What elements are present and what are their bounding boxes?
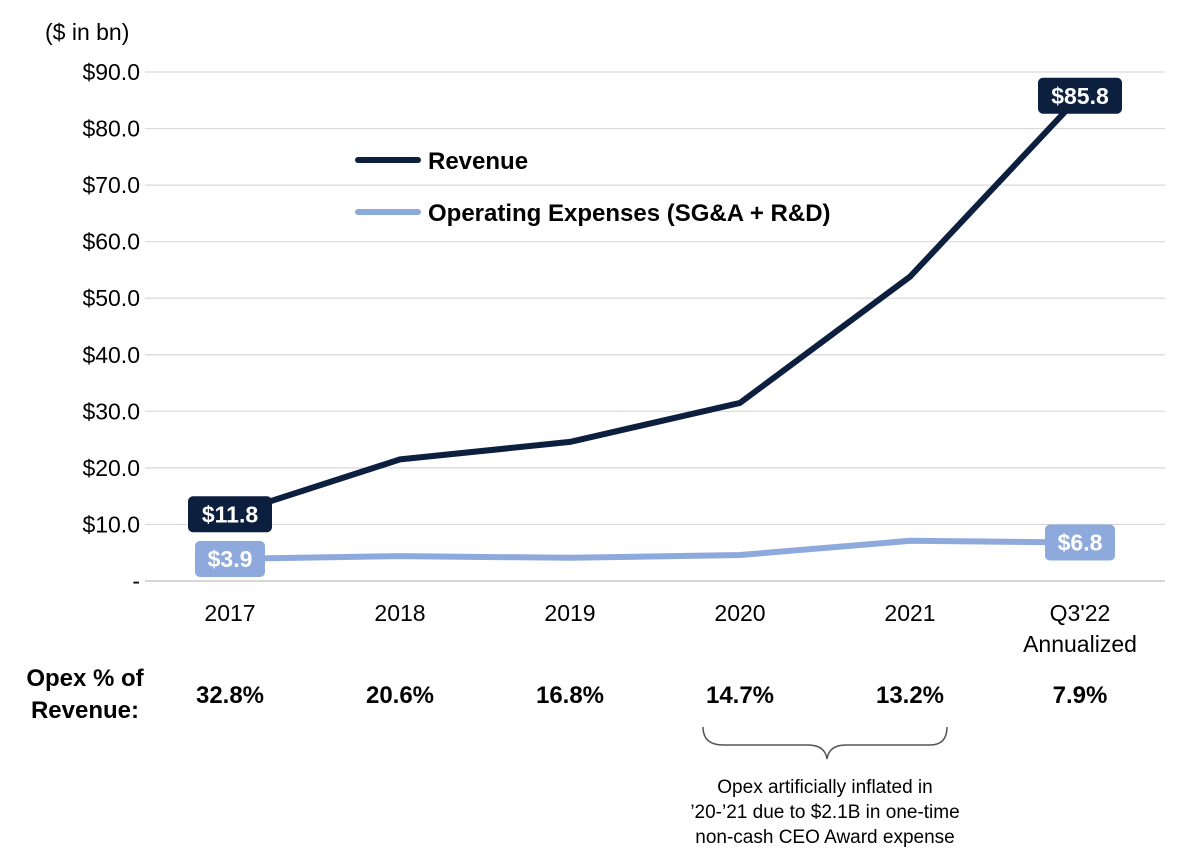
x-tick-label-3: 2020 bbox=[714, 600, 765, 626]
y-tick-label-70: $70.0 bbox=[82, 172, 140, 198]
x-tick-label-5: Q3'22 Annualized bbox=[1023, 600, 1137, 657]
opex-pct-value-2: 16.8% bbox=[536, 682, 604, 709]
x-tick-label-line-5-0: Q3'22 bbox=[1050, 600, 1111, 626]
opex-pct-row-label-line2: Revenue: bbox=[31, 697, 139, 724]
x-tick-label-1: 2018 bbox=[374, 600, 425, 626]
x-tick-label-line-1-0: 2018 bbox=[374, 600, 425, 626]
y-tick-label-10: $10.0 bbox=[82, 511, 140, 537]
opex-pct-value-3: 14.7% bbox=[706, 682, 774, 709]
callout-0-0: $11.8 bbox=[188, 496, 272, 533]
y-tick-label-30: $30.0 bbox=[82, 398, 140, 424]
legend: Revenue Operating Expenses (SG&A + R&D) bbox=[355, 148, 831, 227]
opex-pct-value-5: 7.9% bbox=[1053, 682, 1108, 709]
series-lines bbox=[227, 92, 1083, 562]
value-callouts: $11.8 $85.8 $3.9 $6.8 bbox=[188, 77, 1122, 577]
opex-pct-value-1: 20.6% bbox=[366, 682, 434, 709]
annotation-line-2: ’20-’21 due to $2.1B in one-time bbox=[690, 802, 959, 823]
callout-label-1-5: $6.8 bbox=[1058, 530, 1103, 556]
callout-label-0-5: $85.8 bbox=[1051, 83, 1109, 109]
opex-percent-row: Opex % of Revenue: 32.8% 20.6% 16.8% 14.7% 1… bbox=[26, 665, 1107, 724]
callout-box-0-0 bbox=[188, 496, 272, 533]
callout-1-0: $3.9 bbox=[195, 540, 265, 577]
annotation-line-1: Opex artificially inflated in bbox=[717, 777, 932, 798]
y-tick-label-40: $40.0 bbox=[82, 342, 140, 368]
series-line-0 bbox=[227, 92, 1083, 518]
y-tick-label-0: - bbox=[132, 568, 140, 594]
gridlines bbox=[145, 71, 1165, 582]
unit-label: ($ in bn) bbox=[45, 19, 129, 45]
y-axis-ticks: - $10.0 $20.0 $30.0 $40.0 $50.0 $60.0 $70.0 $80.… bbox=[82, 59, 140, 594]
annotation: Opex artificially inflated in ’20-’21 du… bbox=[690, 726, 960, 848]
y-tick-label-60: $60.0 bbox=[82, 229, 140, 255]
x-tick-label-line-3-0: 2020 bbox=[714, 600, 765, 626]
opex-pct-value-4: 13.2% bbox=[876, 682, 944, 709]
annotation-brace bbox=[702, 726, 948, 760]
opex-pct-values: 32.8% 20.6% 16.8% 14.7% 13.2% 7.9% bbox=[196, 682, 1107, 709]
y-tick-label-20: $20.0 bbox=[82, 455, 140, 481]
series-line-1 bbox=[227, 537, 1083, 562]
x-tick-label-line-5-1: Annualized bbox=[1023, 631, 1137, 657]
opex-pct-value-0: 32.8% bbox=[196, 682, 264, 709]
callout-1-5: $6.8 bbox=[1045, 524, 1115, 561]
x-tick-label-2: 2019 bbox=[544, 600, 595, 626]
x-axis-ticks: 2017 2018 2019 2020 2021 Q3'22 Annualized bbox=[204, 600, 1136, 657]
callout-0-5: $85.8 bbox=[1038, 77, 1122, 114]
x-tick-label-4: 2021 bbox=[884, 600, 935, 626]
x-tick-label-line-0-0: 2017 bbox=[204, 600, 255, 626]
callout-box-1-0 bbox=[195, 540, 265, 577]
x-tick-label-0: 2017 bbox=[204, 600, 255, 626]
callout-box-0-5 bbox=[1038, 77, 1122, 114]
x-tick-label-line-4-0: 2021 bbox=[884, 600, 935, 626]
callout-label-0-0: $11.8 bbox=[202, 501, 258, 527]
legend-label-revenue: Revenue bbox=[428, 148, 528, 175]
opex-pct-row-label-line1: Opex % of bbox=[26, 665, 144, 692]
annotation-line-3: non-cash CEO Award expense bbox=[695, 827, 954, 848]
y-tick-label-80: $80.0 bbox=[82, 116, 140, 142]
callout-box-1-5 bbox=[1045, 524, 1115, 561]
y-tick-label-50: $50.0 bbox=[82, 285, 140, 311]
legend-label-opex: Operating Expenses (SG&A + R&D) bbox=[428, 200, 831, 227]
y-tick-label-90: $90.0 bbox=[82, 59, 140, 85]
callout-label-1-0: $3.9 bbox=[208, 546, 253, 572]
x-tick-label-line-2-0: 2019 bbox=[544, 600, 595, 626]
